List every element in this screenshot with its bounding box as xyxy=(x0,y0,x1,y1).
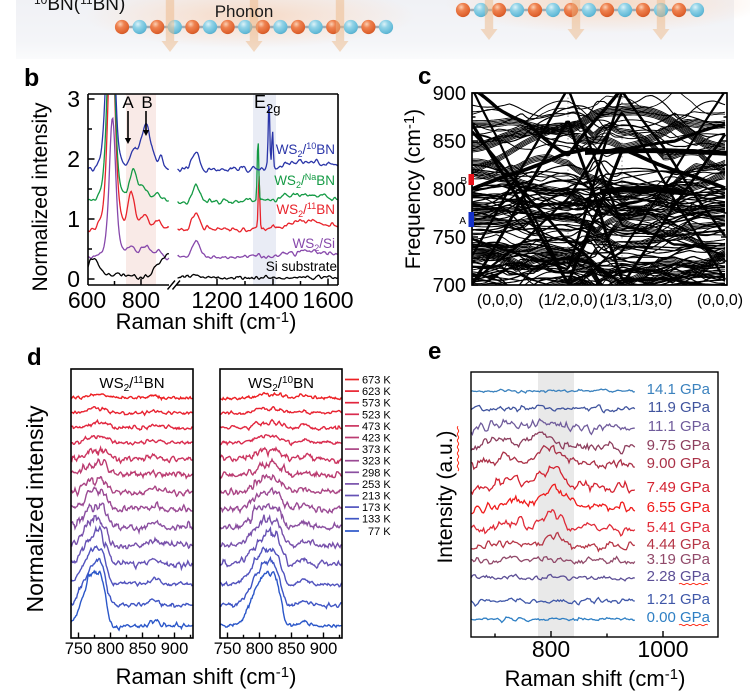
svg-text:800: 800 xyxy=(532,636,570,662)
svg-text:WS2/11BN: WS2/11BN xyxy=(99,375,164,394)
svg-text:523 K: 523 K xyxy=(362,409,391,421)
svg-text:750: 750 xyxy=(433,227,466,249)
svg-text:11.9 GPa: 11.9 GPa xyxy=(648,399,711,416)
svg-text:800: 800 xyxy=(122,287,160,313)
svg-text:Normalized intensity: Normalized intensity xyxy=(29,102,52,292)
svg-text:850: 850 xyxy=(433,131,466,153)
svg-text:1000: 1000 xyxy=(637,636,688,662)
svg-text:Phonon: Phonon xyxy=(215,2,274,21)
svg-text:0.00 GPa: 0.00 GPa xyxy=(647,609,711,626)
svg-text:750: 750 xyxy=(65,640,93,658)
svg-text:213 K: 213 K xyxy=(362,491,391,503)
svg-text:1.21 GPa: 1.21 GPa xyxy=(647,591,711,608)
svg-text:WS2/10BN: WS2/10BN xyxy=(248,375,314,394)
svg-text:(0,0,0): (0,0,0) xyxy=(697,292,743,309)
svg-text:2.28 GPa: 2.28 GPa xyxy=(647,568,711,585)
svg-text:800: 800 xyxy=(97,640,125,658)
svg-text:1: 1 xyxy=(67,206,80,232)
svg-text:A: A xyxy=(122,93,134,112)
svg-text:253 K: 253 K xyxy=(362,479,391,491)
svg-text:850: 850 xyxy=(278,640,306,658)
svg-text:573 K: 573 K xyxy=(362,398,391,410)
svg-text:900: 900 xyxy=(161,640,189,658)
svg-text:7.49 GPa: 7.49 GPa xyxy=(647,479,711,496)
svg-text:Raman shift (cm-1): Raman shift (cm-1) xyxy=(505,666,686,691)
svg-text:10BN(11BN): 10BN(11BN) xyxy=(34,0,125,15)
svg-text:77 K: 77 K xyxy=(368,526,391,538)
svg-text:WS2/10BN: WS2/10BN xyxy=(276,141,335,159)
svg-text:800: 800 xyxy=(246,640,274,658)
svg-text:WS2/Si: WS2/Si xyxy=(292,236,335,253)
svg-text:14.1 GPa: 14.1 GPa xyxy=(647,381,711,398)
svg-text:WS2/NaBN: WS2/NaBN xyxy=(274,172,335,190)
svg-text:Raman shift (cm-1): Raman shift (cm-1) xyxy=(116,664,297,689)
svg-text:373 K: 373 K xyxy=(362,444,391,456)
svg-text:700: 700 xyxy=(433,275,466,297)
svg-text:2: 2 xyxy=(67,146,80,172)
svg-text:3: 3 xyxy=(67,86,80,112)
svg-text:Normalized intensity: Normalized intensity xyxy=(22,405,48,613)
svg-text:B: B xyxy=(141,93,152,112)
svg-text:9.00 GPa: 9.00 GPa xyxy=(647,455,711,472)
svg-text:800: 800 xyxy=(433,179,466,201)
svg-text:850: 850 xyxy=(129,640,157,658)
svg-text:9.75 GPa: 9.75 GPa xyxy=(647,437,711,454)
svg-text:673 K: 673 K xyxy=(362,375,391,387)
svg-text:5.41 GPa: 5.41 GPa xyxy=(647,519,711,536)
svg-text:323 K: 323 K xyxy=(362,456,391,468)
svg-text:173 K: 173 K xyxy=(362,502,391,514)
svg-text:0: 0 xyxy=(67,266,80,292)
svg-text:Si substrate: Si substrate xyxy=(266,259,337,274)
svg-text:600: 600 xyxy=(68,287,106,313)
svg-text:423 K: 423 K xyxy=(362,433,391,445)
svg-text:900: 900 xyxy=(433,83,466,105)
svg-text:Raman shift (cm-1): Raman shift (cm-1) xyxy=(116,309,297,334)
svg-text:4.44 GPa: 4.44 GPa xyxy=(647,536,711,553)
svg-text:d: d xyxy=(27,344,42,371)
svg-text:1400: 1400 xyxy=(247,287,298,313)
svg-text:133 K: 133 K xyxy=(362,514,391,526)
svg-text:Frequency (cm-1): Frequency (cm-1) xyxy=(401,109,425,269)
svg-text:11.1 GPa: 11.1 GPa xyxy=(648,418,711,435)
svg-text:c: c xyxy=(418,63,431,90)
svg-text:(1/3,1/3,0): (1/3,1/3,0) xyxy=(600,292,673,309)
svg-text:900: 900 xyxy=(310,640,338,658)
svg-text:b: b xyxy=(24,64,39,92)
svg-text:A: A xyxy=(459,216,466,227)
svg-text:(1/2,0,0): (1/2,0,0) xyxy=(538,292,598,309)
svg-text:WS2/11BN: WS2/11BN xyxy=(276,201,335,219)
svg-text:Intensity (a.u.): Intensity (a.u.) xyxy=(434,430,457,563)
svg-text:B: B xyxy=(460,176,467,187)
svg-text:e: e xyxy=(428,338,441,365)
svg-text:623 K: 623 K xyxy=(362,386,391,398)
svg-text:298 K: 298 K xyxy=(362,467,391,479)
svg-text:1600: 1600 xyxy=(302,287,353,313)
svg-text:750: 750 xyxy=(214,640,242,658)
svg-text:1200: 1200 xyxy=(191,287,242,313)
svg-text:3.19 GPa: 3.19 GPa xyxy=(647,551,711,568)
svg-text:6.55 GPa: 6.55 GPa xyxy=(647,499,711,516)
svg-text:473 K: 473 K xyxy=(362,421,391,433)
svg-text:(0,0,0): (0,0,0) xyxy=(477,292,523,309)
